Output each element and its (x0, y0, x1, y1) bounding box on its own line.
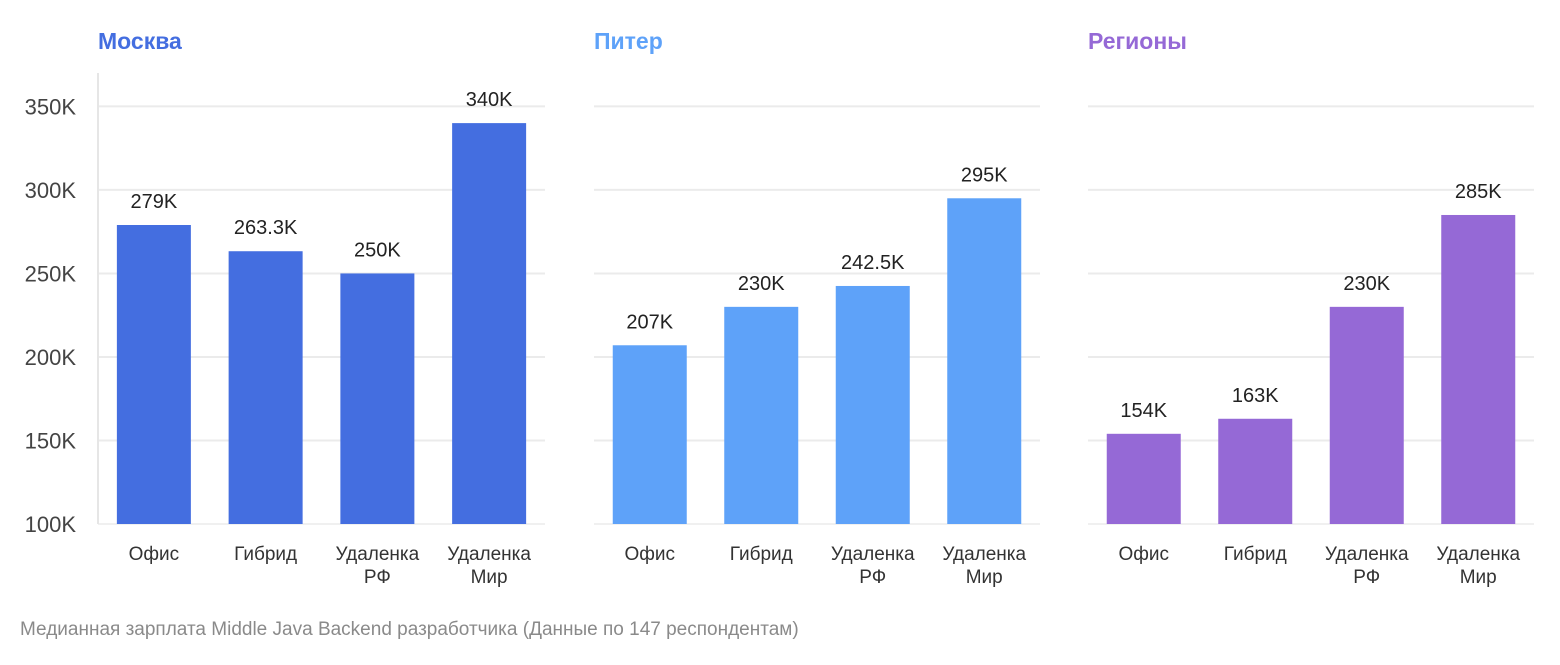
category-label: Удаленка Мир (942, 544, 1026, 588)
category-label-line: Мир (471, 567, 508, 588)
data-label: 230K (1343, 273, 1390, 295)
bar (1329, 306, 1404, 524)
category-label: Офис (1118, 544, 1169, 565)
category-label-line: РФ (859, 567, 886, 588)
bar (612, 345, 687, 524)
data-label: 242.5K (841, 252, 905, 274)
category-label: Удаленка Мир (447, 544, 531, 588)
chart-panel-1: Москва 100K 150K 200K 250K 300K 350K 279K Офис 26… (25, 28, 545, 588)
data-label: 230K (738, 273, 785, 295)
bar (947, 198, 1022, 524)
data-label: 285K (1455, 181, 1502, 203)
chart-caption: Медианная зарплата Middle Java Backend р… (20, 619, 799, 640)
category-label-line: Удаленка (942, 544, 1026, 565)
category-label-line: Офис (129, 544, 180, 565)
category-label: Офис (624, 544, 675, 565)
category-label: Гибрид (234, 544, 297, 565)
bar (452, 123, 527, 524)
category-label-line: Офис (1118, 544, 1169, 565)
bar (116, 225, 191, 524)
data-label: 163K (1232, 385, 1279, 407)
y-tick-label: 350K (25, 94, 77, 119)
category-label: Удаленка РФ (1325, 544, 1409, 588)
data-label: 279K (131, 191, 178, 213)
data-label: 263.3K (234, 217, 298, 239)
category-label: Гибрид (730, 544, 793, 565)
y-tick-label: 100K (25, 512, 77, 537)
category-label-line: Удаленка (831, 544, 915, 565)
category-label-line: Гибрид (730, 544, 793, 565)
data-label: 295K (961, 164, 1008, 186)
y-tick-label: 250K (25, 261, 77, 286)
category-label-line: Удаленка (1436, 544, 1520, 565)
category-label-line: Удаленка (1325, 544, 1409, 565)
panel-title: Регионы (1088, 28, 1187, 54)
data-label: 340K (466, 89, 513, 111)
category-label: Удаленка РФ (831, 544, 915, 588)
category-label-line: РФ (364, 567, 391, 588)
bar (724, 306, 799, 524)
bar (1441, 214, 1516, 524)
category-label-line: Гибрид (1224, 544, 1287, 565)
bar (835, 285, 910, 524)
y-tick-label: 300K (25, 178, 77, 203)
category-label: Удаленка РФ (336, 544, 420, 588)
y-tick-label: 200K (25, 345, 77, 370)
bar (228, 251, 303, 524)
category-label: Гибрид (1224, 544, 1287, 565)
category-label: Офис (129, 544, 180, 565)
bar (1106, 433, 1181, 524)
category-label-line: РФ (1353, 567, 1380, 588)
category-label-line: Офис (624, 544, 675, 565)
bar (1218, 418, 1293, 524)
panel-title: Москва (98, 28, 182, 54)
bar (340, 273, 415, 524)
panel-title: Питер (594, 28, 663, 54)
data-label: 250K (354, 239, 401, 261)
data-label: 154K (1120, 400, 1167, 422)
category-label: Удаленка Мир (1436, 544, 1520, 588)
category-label-line: Удаленка (336, 544, 420, 565)
category-label-line: Мир (1460, 567, 1497, 588)
category-label-line: Удаленка (447, 544, 531, 565)
data-label: 207K (626, 311, 673, 333)
category-label-line: Мир (966, 567, 1003, 588)
y-tick-label: 150K (25, 428, 77, 453)
category-label-line: Гибрид (234, 544, 297, 565)
